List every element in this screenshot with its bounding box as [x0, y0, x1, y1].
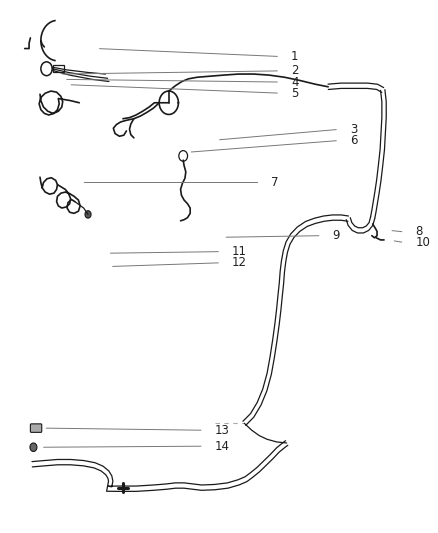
Circle shape [85, 211, 91, 218]
Text: 11: 11 [232, 245, 247, 258]
FancyBboxPatch shape [30, 424, 42, 432]
Text: 3: 3 [350, 123, 357, 136]
Text: 12: 12 [232, 256, 247, 269]
Text: 7: 7 [272, 176, 279, 189]
Text: 1: 1 [291, 50, 299, 63]
Text: 4: 4 [291, 76, 299, 88]
Text: 14: 14 [215, 440, 230, 453]
Text: 2: 2 [291, 64, 299, 77]
Text: 10: 10 [416, 236, 431, 249]
Text: 6: 6 [350, 134, 357, 147]
Text: 13: 13 [215, 424, 230, 437]
Bar [53, 65, 64, 72]
Text: 9: 9 [332, 229, 340, 242]
Text: 8: 8 [416, 225, 423, 238]
Circle shape [30, 443, 37, 451]
Text: 5: 5 [291, 87, 298, 100]
